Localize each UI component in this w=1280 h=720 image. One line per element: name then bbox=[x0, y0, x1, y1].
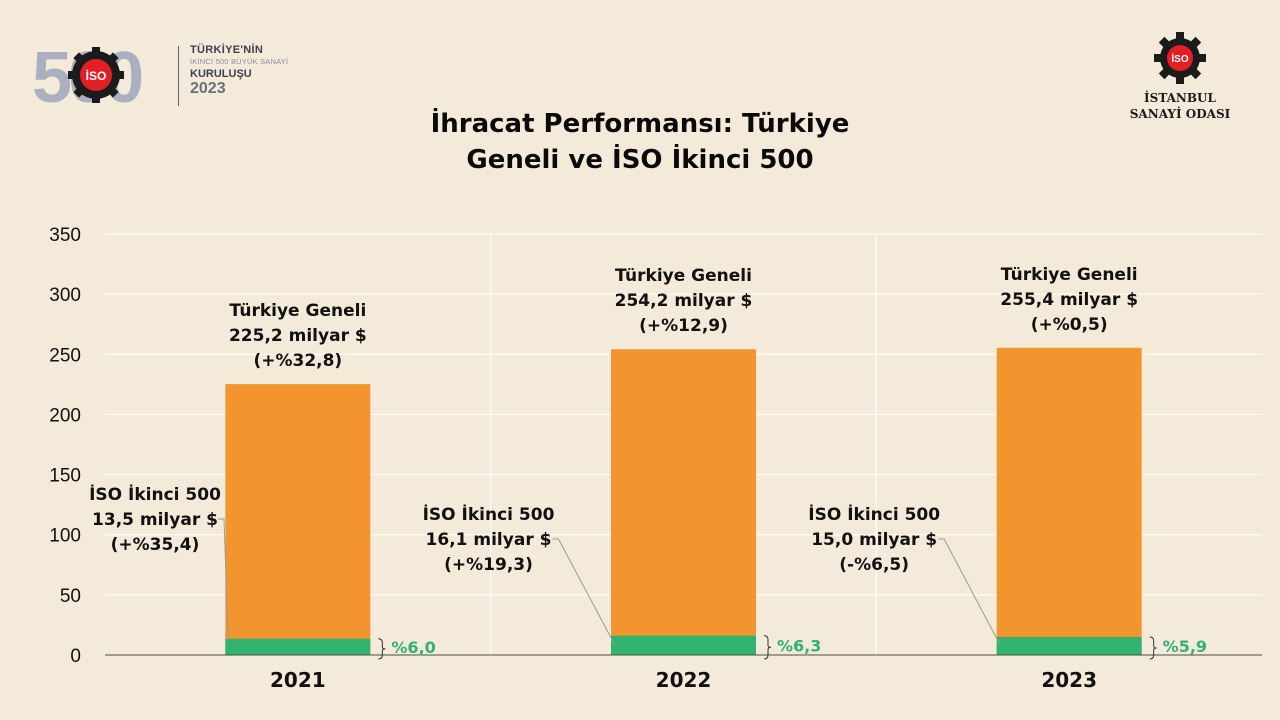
iso-data-label: (+%19,3) bbox=[444, 555, 533, 575]
y-tick-label: 0 bbox=[70, 646, 81, 667]
bar-turkey-geneli bbox=[996, 347, 1142, 655]
iso-data-label: 16,1 milyar $ bbox=[426, 530, 552, 550]
turkey-data-label: 225,2 milyar $ bbox=[229, 326, 367, 346]
chart-labels: Türkiye Geneli 225,2 milyar $ (+%32,8) İSO … bbox=[89, 265, 1207, 660]
logo-divider bbox=[178, 46, 179, 106]
iso-share-label: %5,9 bbox=[1163, 637, 1207, 656]
iso-data-label: İSO İkinci 500 bbox=[808, 503, 940, 525]
y-tick-label: 250 bbox=[49, 345, 81, 366]
iso-logo: İSO İSTANBUL SANAYİ ODASI bbox=[1110, 30, 1250, 125]
iso-gear-icon: İSO bbox=[1154, 32, 1206, 84]
iso-leader-line bbox=[218, 518, 229, 641]
turkey-data-label: 254,2 milyar $ bbox=[615, 291, 753, 311]
event-logo-text: TÜRKİYE'NİN İKİNCİ 500 BÜYÜK SANAYİ KURU… bbox=[190, 44, 310, 98]
iso-badge-text: İSO bbox=[1171, 52, 1188, 65]
turkey-data-label: 255,4 milyar $ bbox=[1000, 290, 1138, 310]
share-brace bbox=[378, 638, 386, 660]
bar-turkey-geneli bbox=[225, 384, 371, 655]
event-year: 2023 bbox=[190, 80, 226, 97]
y-tick-label: 350 bbox=[49, 225, 81, 246]
iso-data-label: 13,5 milyar $ bbox=[92, 510, 218, 530]
y-tick-label: 100 bbox=[49, 526, 81, 547]
iso-data-label: (+%35,4) bbox=[111, 535, 200, 555]
turkey-data-label: (+%0,5) bbox=[1031, 315, 1108, 335]
iso-share-label: %6,3 bbox=[777, 636, 821, 655]
logo-badge-text: İSO bbox=[86, 68, 107, 83]
turkey-data-label: (+%12,9) bbox=[639, 316, 728, 336]
logo-gear-icon: İSO bbox=[68, 47, 124, 103]
chart-title: İhracat Performansı: Türkiye Geneli ve İ… bbox=[340, 106, 940, 178]
iso-data-label: İSO İkinci 500 bbox=[89, 483, 221, 505]
share-brace bbox=[763, 635, 772, 660]
iso-share-label: %6,0 bbox=[391, 638, 435, 657]
y-tick-label: 300 bbox=[49, 285, 81, 306]
x-tick-label: 2022 bbox=[656, 668, 712, 692]
y-tick-label: 200 bbox=[49, 405, 81, 426]
iso-data-label: 15,0 milyar $ bbox=[811, 530, 937, 550]
x-tick-label: 2021 bbox=[270, 668, 326, 692]
iso-data-label: İSO İkinci 500 bbox=[423, 503, 555, 525]
bar-iso-ikinci-500 bbox=[225, 638, 371, 655]
iso-leader-line bbox=[938, 538, 1002, 647]
turkey-data-label: Türkiye Geneli bbox=[1001, 265, 1138, 285]
iso-org-line1: İSTANBUL bbox=[1144, 91, 1216, 105]
chart-bars bbox=[225, 347, 1142, 655]
turkey-data-label: (+%32,8) bbox=[253, 351, 342, 371]
turkey-data-label: Türkiye Geneli bbox=[615, 266, 752, 286]
logo-500-mark: 500 İSO bbox=[32, 38, 146, 113]
x-tick-label: 2023 bbox=[1041, 668, 1097, 692]
y-tick-label: 50 bbox=[60, 586, 81, 607]
iso-leader-line bbox=[552, 538, 616, 646]
event-logo: 500 İSO TÜRKİYE'NİN İKİNCİ 500 BÜYÜK SAN… bbox=[30, 38, 300, 113]
chart-title-line2: Geneli ve İSO İkinci 500 bbox=[466, 145, 814, 175]
event-line2: İKİNCİ 500 BÜYÜK SANAYİ bbox=[190, 57, 289, 66]
y-tick-label: 150 bbox=[49, 466, 81, 487]
x-axis: 2021 2022 2023 bbox=[105, 654, 1262, 692]
iso-data-label: (-%6,5) bbox=[839, 555, 909, 575]
chart-title-line1: İhracat Performansı: Türkiye bbox=[430, 109, 850, 139]
turkey-data-label: Türkiye Geneli bbox=[229, 301, 366, 321]
iso-org-line2: SANAYİ ODASI bbox=[1129, 107, 1231, 121]
iso-org-name: İSTANBUL SANAYİ ODASI bbox=[1110, 90, 1250, 122]
event-line1: TÜRKİYE'NİN bbox=[190, 44, 264, 56]
share-brace bbox=[1149, 636, 1157, 660]
bar-iso-ikinci-500 bbox=[996, 636, 1142, 655]
bar-iso-ikinci-500 bbox=[611, 635, 756, 655]
y-axis: 0 50 100 150 200 250 300 350 bbox=[49, 225, 81, 667]
event-line3: KURULUŞU bbox=[190, 68, 252, 80]
bar-turkey-geneli bbox=[611, 349, 756, 655]
